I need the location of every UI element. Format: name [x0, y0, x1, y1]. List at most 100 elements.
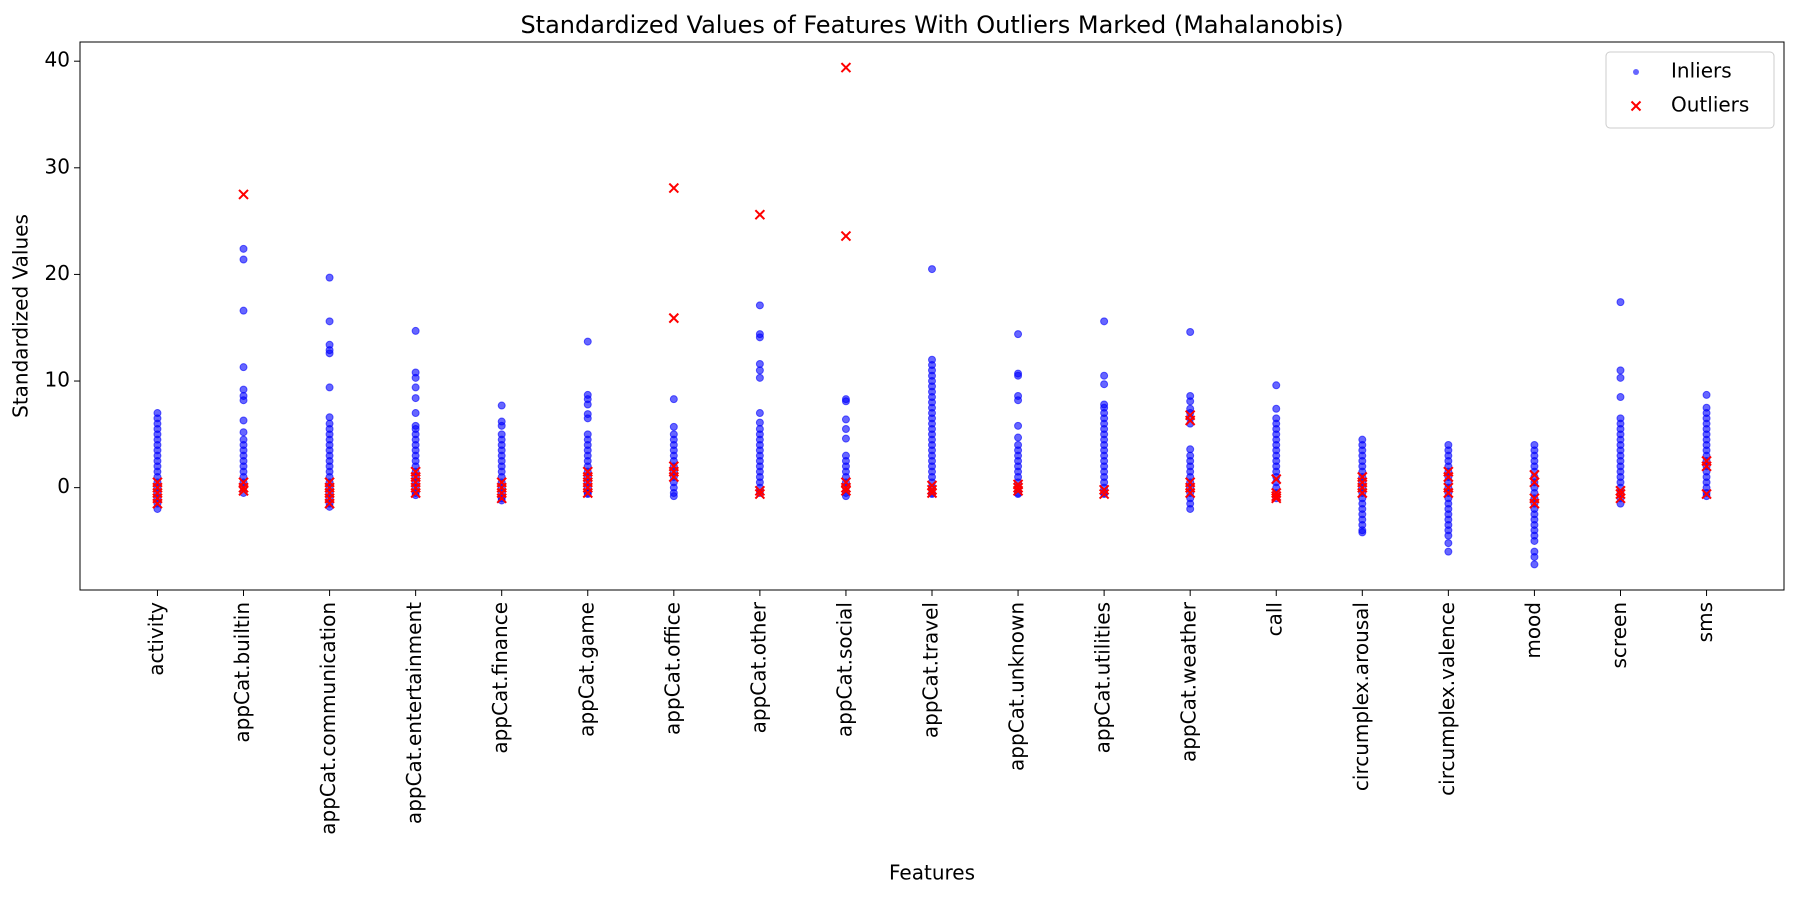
- x-tick-label: appCat.finance: [488, 602, 512, 754]
- outlier-marker: [324, 477, 335, 488]
- inlier-marker: [411, 383, 420, 392]
- inlier-marker: [1272, 381, 1281, 390]
- inlier-marker: [583, 337, 592, 346]
- outlier-marker: [152, 477, 163, 488]
- outlier-marker: [1443, 471, 1454, 483]
- outlier-marker: [1529, 498, 1540, 509]
- outlier-marker: [1098, 488, 1110, 500]
- inlier-marker: [411, 326, 420, 335]
- inlier-marker: [1616, 414, 1625, 423]
- inlier-marker: [755, 373, 764, 382]
- outlier-marker: [1184, 487, 1196, 499]
- outlier-marker: [1012, 482, 1024, 493]
- inlier-marker: [1014, 391, 1023, 400]
- x-tick-label: sms: [1693, 602, 1717, 642]
- inlier-marker: [928, 355, 936, 364]
- outlier-marker: [1357, 487, 1368, 499]
- inlier-marker: [239, 363, 248, 372]
- x-tick-label: circumplex.valence: [1435, 602, 1459, 796]
- chart-title: Standardized Values of Features With Out…: [520, 11, 1343, 39]
- inlier-marker: [497, 430, 506, 439]
- outlier-marker: [926, 480, 938, 491]
- inlier-marker: [497, 417, 506, 426]
- x-tick-label: appCat.entertainment: [402, 602, 426, 824]
- x-tick-label: circumplex.arousal: [1349, 602, 1373, 791]
- x-tick-label: mood: [1521, 602, 1545, 659]
- inlier-marker: [1014, 433, 1023, 442]
- inlier-marker: [411, 368, 420, 377]
- inlier-marker: [841, 425, 850, 434]
- inlier-marker: [841, 415, 850, 424]
- outlier-marker: [668, 471, 680, 483]
- inlier-marker: [411, 394, 420, 403]
- x-tick-label: appCat.unknown: [1005, 602, 1029, 771]
- inlier-marker: [1616, 298, 1625, 307]
- outlier-marker: [410, 466, 421, 477]
- inlier-marker: [239, 435, 248, 444]
- outlier-marker: [238, 485, 249, 497]
- inlier-marker: [841, 395, 850, 404]
- inlier-marker: [1014, 330, 1023, 339]
- inlier-marker: [1616, 366, 1625, 375]
- inlier-marker: [1530, 441, 1539, 450]
- outlier-marker: [1701, 488, 1712, 500]
- legend-marker: [1633, 69, 1639, 75]
- x-axis-label: Features: [889, 861, 975, 885]
- outlier-marker: [1184, 415, 1196, 426]
- inlier-marker: [755, 359, 764, 368]
- x-tick-label: activity: [144, 602, 168, 676]
- x-tick-label: appCat.game: [574, 602, 598, 737]
- inlier-marker: [1530, 560, 1539, 569]
- inlier-marker: [239, 428, 248, 437]
- inlier-marker: [1186, 445, 1195, 454]
- legend-box: [1605, 51, 1775, 129]
- outlier-marker: [1529, 477, 1540, 488]
- inlier-marker: [1616, 393, 1625, 402]
- inlier-marker: [583, 410, 592, 419]
- outlier-marker: [1271, 473, 1282, 485]
- inlier-marker: [497, 401, 506, 410]
- outlier-marker: [840, 482, 852, 493]
- y-tick-label: 20: [45, 261, 70, 285]
- inlier-marker: [1444, 547, 1453, 556]
- y-tick-label: 0: [57, 474, 70, 498]
- outlier-marker: [754, 488, 766, 500]
- inlier-marker: [239, 385, 248, 394]
- outlier-marker: [496, 477, 507, 488]
- inlier-marker: [325, 413, 334, 422]
- inlier-marker: [841, 451, 850, 460]
- inlier-marker: [411, 421, 420, 430]
- inlier-marker: [239, 244, 248, 253]
- y-tick-label: 10: [45, 368, 70, 392]
- inlier-marker: [755, 301, 764, 310]
- inlier-marker: [1186, 327, 1195, 336]
- outlier-marker: [238, 189, 249, 200]
- inlier-marker: [1444, 539, 1453, 548]
- inlier-marker: [755, 409, 764, 418]
- inlier-marker: [1014, 369, 1023, 378]
- outlier-marker: [1098, 484, 1110, 495]
- x-tick-label: appCat.builtin: [230, 602, 254, 743]
- x-tick-label: screen: [1607, 602, 1631, 668]
- outlier-marker: [840, 485, 852, 497]
- inlier-marker: [1272, 414, 1281, 423]
- inlier-marker: [583, 390, 592, 399]
- inlier-marker: [669, 395, 678, 404]
- inlier-marker: [411, 409, 420, 418]
- outlier-marker: [668, 312, 680, 324]
- outlier-marker: [1615, 493, 1626, 504]
- outlier-marker: [926, 487, 938, 499]
- outlier-marker: [754, 209, 766, 220]
- x-tick-label: appCat.utilities: [1091, 602, 1115, 753]
- inlier-marker: [239, 255, 248, 264]
- inlier-marker: [755, 418, 764, 427]
- inlier-marker: [583, 430, 592, 439]
- inlier-marker: [1702, 390, 1711, 399]
- outlier-marker: [1271, 490, 1282, 502]
- outlier-marker: [926, 484, 938, 495]
- x-tick-label: appCat.travel: [919, 602, 943, 738]
- outlier-marker: [668, 182, 680, 194]
- outlier-marker: [1615, 488, 1626, 500]
- x-tick-label: appCat.communication: [316, 602, 340, 835]
